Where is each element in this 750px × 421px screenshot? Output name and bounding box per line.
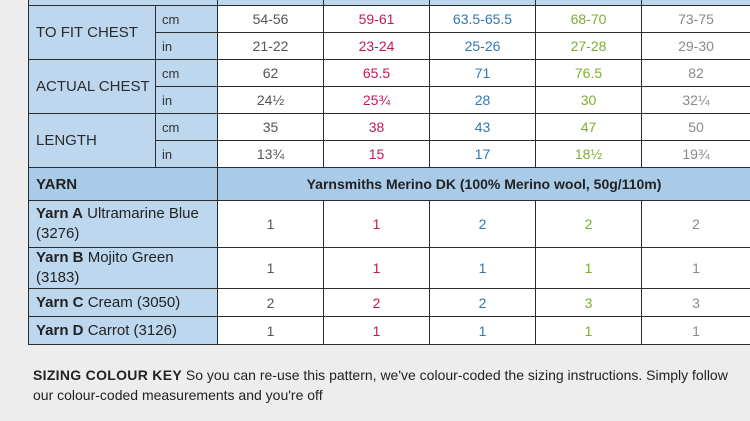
yarn-code: Yarn C [36,293,84,311]
sizing-key-text: So you can re-use this pattern, we've co… [33,367,728,403]
yarn-quantity: 1 [217,316,324,345]
yarn-quantity: 1 [323,247,430,289]
yarn-quantity: 1 [535,247,642,289]
yarn-colour-name: Carrot (3126) [87,321,177,339]
yarn-quantity: 1 [323,316,430,345]
sizing-table: TO FIT CHEST cm 54-56 59-61 63.5-65.5 68… [28,0,750,345]
yarn-quantity: 2 [429,288,536,317]
yarn-quantity: 1 [429,316,536,345]
size-value: 23-24 [323,32,430,60]
size-value: 43 [429,113,536,141]
measurement-row: ACTUAL CHEST cm 62 65.5 71 76.5 82 [28,59,750,114]
yarn-name-cell: Yarn C Cream (3050) [28,288,218,317]
yarn-quantity: 2 [429,200,536,248]
yarn-header: YARN [28,167,218,201]
unit-label: in [155,86,218,114]
yarn-name-cell: Yarn B Mojito Green (3183) [28,247,218,289]
size-value: 47 [535,113,642,141]
yarn-colour-name: Mojito Green (3183) [36,249,174,286]
size-value: 13¾ [217,140,324,168]
unit-label: in [155,140,218,168]
size-value: 76.5 [535,59,642,87]
size-value: 50 [641,113,750,141]
yarn-code: Yarn B [36,249,84,266]
size-value: 59-61 [323,5,430,33]
size-value: 17 [429,140,536,168]
size-value: 68-70 [535,5,642,33]
unit-label: cm [155,5,218,33]
unit-label: cm [155,59,218,87]
size-value: 29-30 [641,32,750,60]
yarn-colour-name: Ultramarine Blue (3276) [36,205,199,242]
yarn-quantity: 2 [641,200,750,248]
yarn-quantity: 1 [641,247,750,289]
measurement-label: LENGTH [28,113,156,168]
yarn-header-row: YARN Yarnsmiths Merino DK (100% Merino w… [28,167,750,201]
yarn-row: Yarn A Ultramarine Blue (3276) 1 1 2 2 2 [28,200,750,248]
yarn-quantity: 2 [217,288,324,317]
measurement-label: ACTUAL CHEST [28,59,156,114]
size-value: 15 [323,140,430,168]
yarn-name-cell: Yarn D Carrot (3126) [28,316,218,345]
yarn-name-cell: Yarn A Ultramarine Blue (3276) [28,200,218,248]
size-value: 82 [641,59,750,87]
size-value: 54-56 [217,5,324,33]
measurement-row: in 24½ 25¾ 28 30 32¼ [29,86,750,114]
sizing-key-title: SIZING COLOUR KEY [33,367,182,383]
sizing-colour-key: SIZING COLOUR KEY So you can re-use this… [33,365,733,405]
yarn-row: Yarn B Mojito Green (3183) 1 1 1 1 1 [28,247,750,289]
size-value: 21-22 [217,32,324,60]
unit-label: in [155,32,218,60]
measurement-row: in 21-22 23-24 25-26 27-28 29-30 [29,32,750,60]
yarn-quantity: 1 [641,316,750,345]
size-value: 62 [217,59,324,87]
yarn-quantity: 1 [323,200,430,248]
yarn-quantity: 1 [535,316,642,345]
yarn-code: Yarn A [36,205,83,222]
yarn-row: Yarn D Carrot (3126) 1 1 1 1 1 [28,316,750,345]
size-value: 73-75 [641,5,750,33]
measurement-row: LENGTH cm 35 38 43 47 50 [28,113,750,168]
size-value: 32¼ [641,86,750,114]
size-value: 63.5-65.5 [429,5,536,33]
yarn-row: Yarn C Cream (3050) 2 2 2 3 3 [28,288,750,317]
yarn-quantity: 1 [217,200,324,248]
size-value: 19¾ [641,140,750,168]
unit-label: cm [155,113,218,141]
yarn-colour-name: Cream (3050) [87,293,181,311]
yarn-quantity: 2 [535,200,642,248]
size-value: 38 [323,113,430,141]
size-value: 35 [217,113,324,141]
sizing-table-container: TO FIT CHEST cm 54-56 59-61 63.5-65.5 68… [28,0,750,345]
measurement-row: TO FIT CHEST cm 54-56 59-61 63.5-65.5 68… [28,5,750,60]
measurement-label: TO FIT CHEST [28,5,156,60]
size-value: 18½ [535,140,642,168]
yarn-code: Yarn D [36,321,84,339]
yarn-quantity: 3 [535,288,642,317]
yarn-quantity: 1 [429,247,536,289]
yarn-quantity: 1 [217,247,324,289]
size-value: 27-28 [535,32,642,60]
yarn-description: Yarnsmiths Merino DK (100% Merino wool, … [217,167,750,201]
size-value: 71 [429,59,536,87]
size-value: 28 [429,86,536,114]
size-value: 30 [535,86,642,114]
size-value: 24½ [217,86,324,114]
header-row [28,0,750,6]
size-value: 25¾ [323,86,430,114]
size-value: 25-26 [429,32,536,60]
yarn-quantity: 2 [323,288,430,317]
yarn-quantity: 3 [641,288,750,317]
size-value: 65.5 [323,59,430,87]
